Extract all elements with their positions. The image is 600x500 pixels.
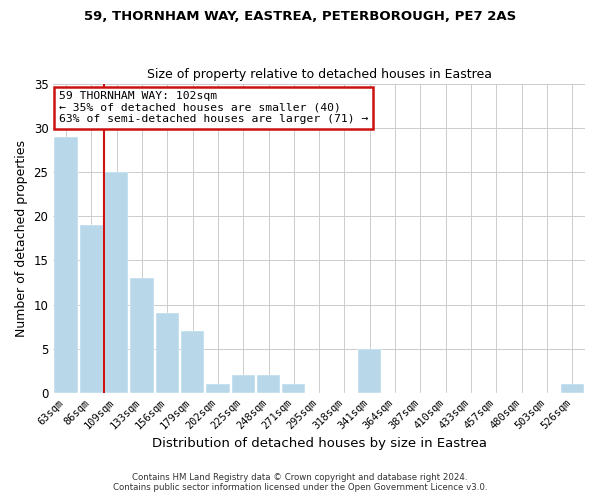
- Bar: [282, 384, 305, 393]
- Bar: [181, 331, 204, 393]
- Text: Contains HM Land Registry data © Crown copyright and database right 2024.
Contai: Contains HM Land Registry data © Crown c…: [113, 473, 487, 492]
- Bar: [560, 384, 584, 393]
- Y-axis label: Number of detached properties: Number of detached properties: [15, 140, 28, 337]
- Bar: [232, 376, 255, 393]
- Title: Size of property relative to detached houses in Eastrea: Size of property relative to detached ho…: [146, 68, 491, 81]
- Bar: [358, 349, 382, 393]
- X-axis label: Distribution of detached houses by size in Eastrea: Distribution of detached houses by size …: [152, 437, 487, 450]
- Bar: [155, 314, 179, 393]
- Bar: [80, 225, 103, 393]
- Bar: [257, 376, 280, 393]
- Text: 59, THORNHAM WAY, EASTREA, PETERBOROUGH, PE7 2AS: 59, THORNHAM WAY, EASTREA, PETERBOROUGH,…: [84, 10, 516, 23]
- Bar: [206, 384, 230, 393]
- Bar: [105, 172, 128, 393]
- Bar: [130, 278, 154, 393]
- Bar: [55, 136, 77, 393]
- Text: 59 THORNHAM WAY: 102sqm
← 35% of detached houses are smaller (40)
63% of semi-de: 59 THORNHAM WAY: 102sqm ← 35% of detache…: [59, 92, 368, 124]
